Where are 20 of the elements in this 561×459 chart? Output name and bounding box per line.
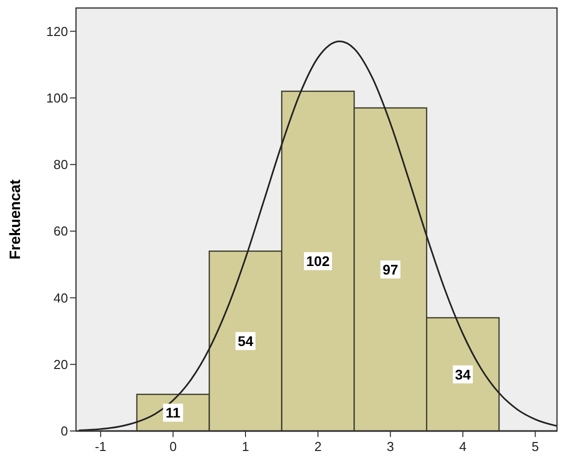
x-tick-label: -1 [94,439,106,454]
y-tick-label: 100 [46,90,68,106]
y-axis-title: Frekuencat [7,179,24,260]
y-tick-label: 80 [54,157,68,172]
x-tick-label: 5 [532,439,539,454]
x-tick-label: 0 [169,439,177,454]
data-label: 97 [382,261,398,278]
data-label: 34 [455,366,471,382]
data-label: 11 [166,404,181,421]
x-tick-label: 3 [386,439,394,454]
x-tick-label: 1 [242,439,250,454]
x-tick-label: 2 [314,439,322,454]
y-tick-label: 60 [54,224,68,239]
y-tick-label: 40 [54,290,68,306]
data-label: 54 [238,333,254,350]
x-tick-label: 4 [459,439,466,454]
y-tick-label: 20 [54,356,68,372]
data-label: 102 [306,253,330,270]
y-tick-label: 120 [46,24,68,39]
y-tick-label: 0 [60,424,68,438]
